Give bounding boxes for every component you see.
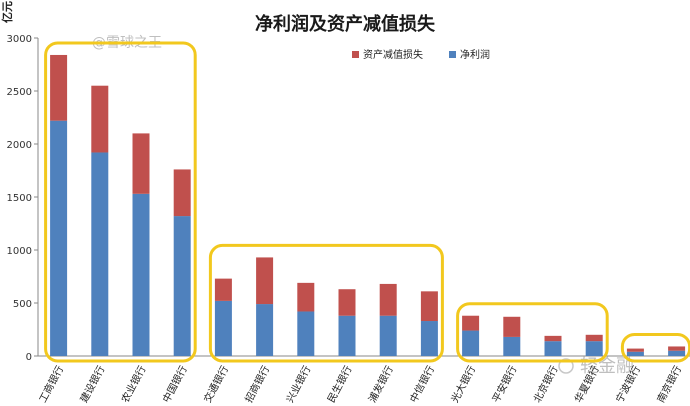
legend-swatch — [449, 51, 456, 58]
legend-label: 资产减值损失 — [363, 48, 423, 61]
bar-net-profit — [297, 311, 315, 356]
x-tick-label: 北京银行 — [530, 363, 560, 404]
y-tick-label: 0 — [26, 352, 32, 363]
bars — [50, 54, 686, 357]
highlight-box — [208, 243, 444, 363]
x-tick-label: 工商银行 — [36, 363, 66, 404]
highlight-groups — [44, 41, 690, 363]
x-tick-label: 平安银行 — [489, 363, 519, 404]
highlight-box — [44, 41, 197, 363]
bar-impairment-loss — [132, 133, 150, 194]
bar-impairment-loss — [50, 54, 68, 121]
x-tick-label: 建设银行 — [77, 363, 107, 404]
bar-net-profit — [91, 152, 109, 356]
bar-impairment-loss — [379, 283, 397, 316]
bar-impairment-loss — [338, 289, 356, 316]
y-tick-label: 500 — [13, 299, 32, 310]
chart-title: 净利润及资产减值损失 — [255, 13, 436, 35]
bar-impairment-loss — [544, 335, 562, 342]
y-tick-label: 2500 — [7, 87, 32, 98]
legend-swatch — [352, 51, 359, 58]
y-tick-label: 1000 — [7, 246, 32, 257]
x-tick-label: 交通银行 — [201, 363, 231, 404]
x-tick-label: 光大银行 — [448, 363, 478, 404]
bar-net-profit — [379, 315, 397, 356]
bar-net-profit — [544, 341, 562, 356]
bar-impairment-loss — [585, 334, 603, 342]
bar-net-profit — [256, 304, 274, 356]
bar-impairment-loss — [420, 291, 438, 322]
x-tick-label: 中信银行 — [407, 363, 437, 404]
bar-impairment-loss — [173, 169, 191, 217]
legend-label: 净利润 — [460, 48, 490, 61]
y-tick-label: 3000 — [7, 34, 32, 45]
bar-net-profit — [338, 315, 356, 356]
bar-net-profit — [214, 300, 232, 356]
x-tick-label: 浦发银行 — [366, 363, 396, 404]
y-tick-label: 2000 — [7, 140, 32, 151]
bar-impairment-loss — [297, 282, 315, 312]
bar-impairment-loss — [462, 315, 480, 331]
bar-impairment-loss — [256, 257, 274, 305]
bar-impairment-loss — [668, 346, 686, 351]
x-tick-label: 招商银行 — [242, 363, 272, 404]
y-axis-unit-label: 亿元 — [0, 1, 14, 23]
x-tick-label: 兴业银行 — [283, 363, 313, 404]
bar-net-profit — [626, 351, 644, 356]
legend: 资产减值损失 净利润 — [352, 48, 490, 61]
bar-impairment-loss — [503, 316, 521, 337]
bar-net-profit — [173, 216, 191, 356]
bar-impairment-loss — [214, 278, 232, 301]
bar-impairment-loss — [91, 85, 109, 153]
bar-net-profit — [462, 330, 480, 356]
bar-net-profit — [420, 321, 438, 356]
bar-net-profit — [668, 350, 686, 356]
bar-net-profit — [50, 120, 68, 357]
y-tick-label: 1500 — [7, 193, 32, 204]
bar-net-profit — [132, 193, 150, 356]
x-tick-label: 南京银行 — [654, 363, 684, 404]
bar-net-profit — [585, 341, 603, 356]
x-tick-label: 民生银行 — [324, 363, 354, 404]
x-tick-label: 农业银行 — [118, 363, 148, 404]
x-tick-label: 中国银行 — [160, 363, 190, 404]
wechat-icon — [558, 358, 574, 374]
highlight-box — [456, 302, 609, 363]
bar-impairment-loss — [626, 348, 644, 352]
bar-net-profit — [503, 336, 521, 356]
